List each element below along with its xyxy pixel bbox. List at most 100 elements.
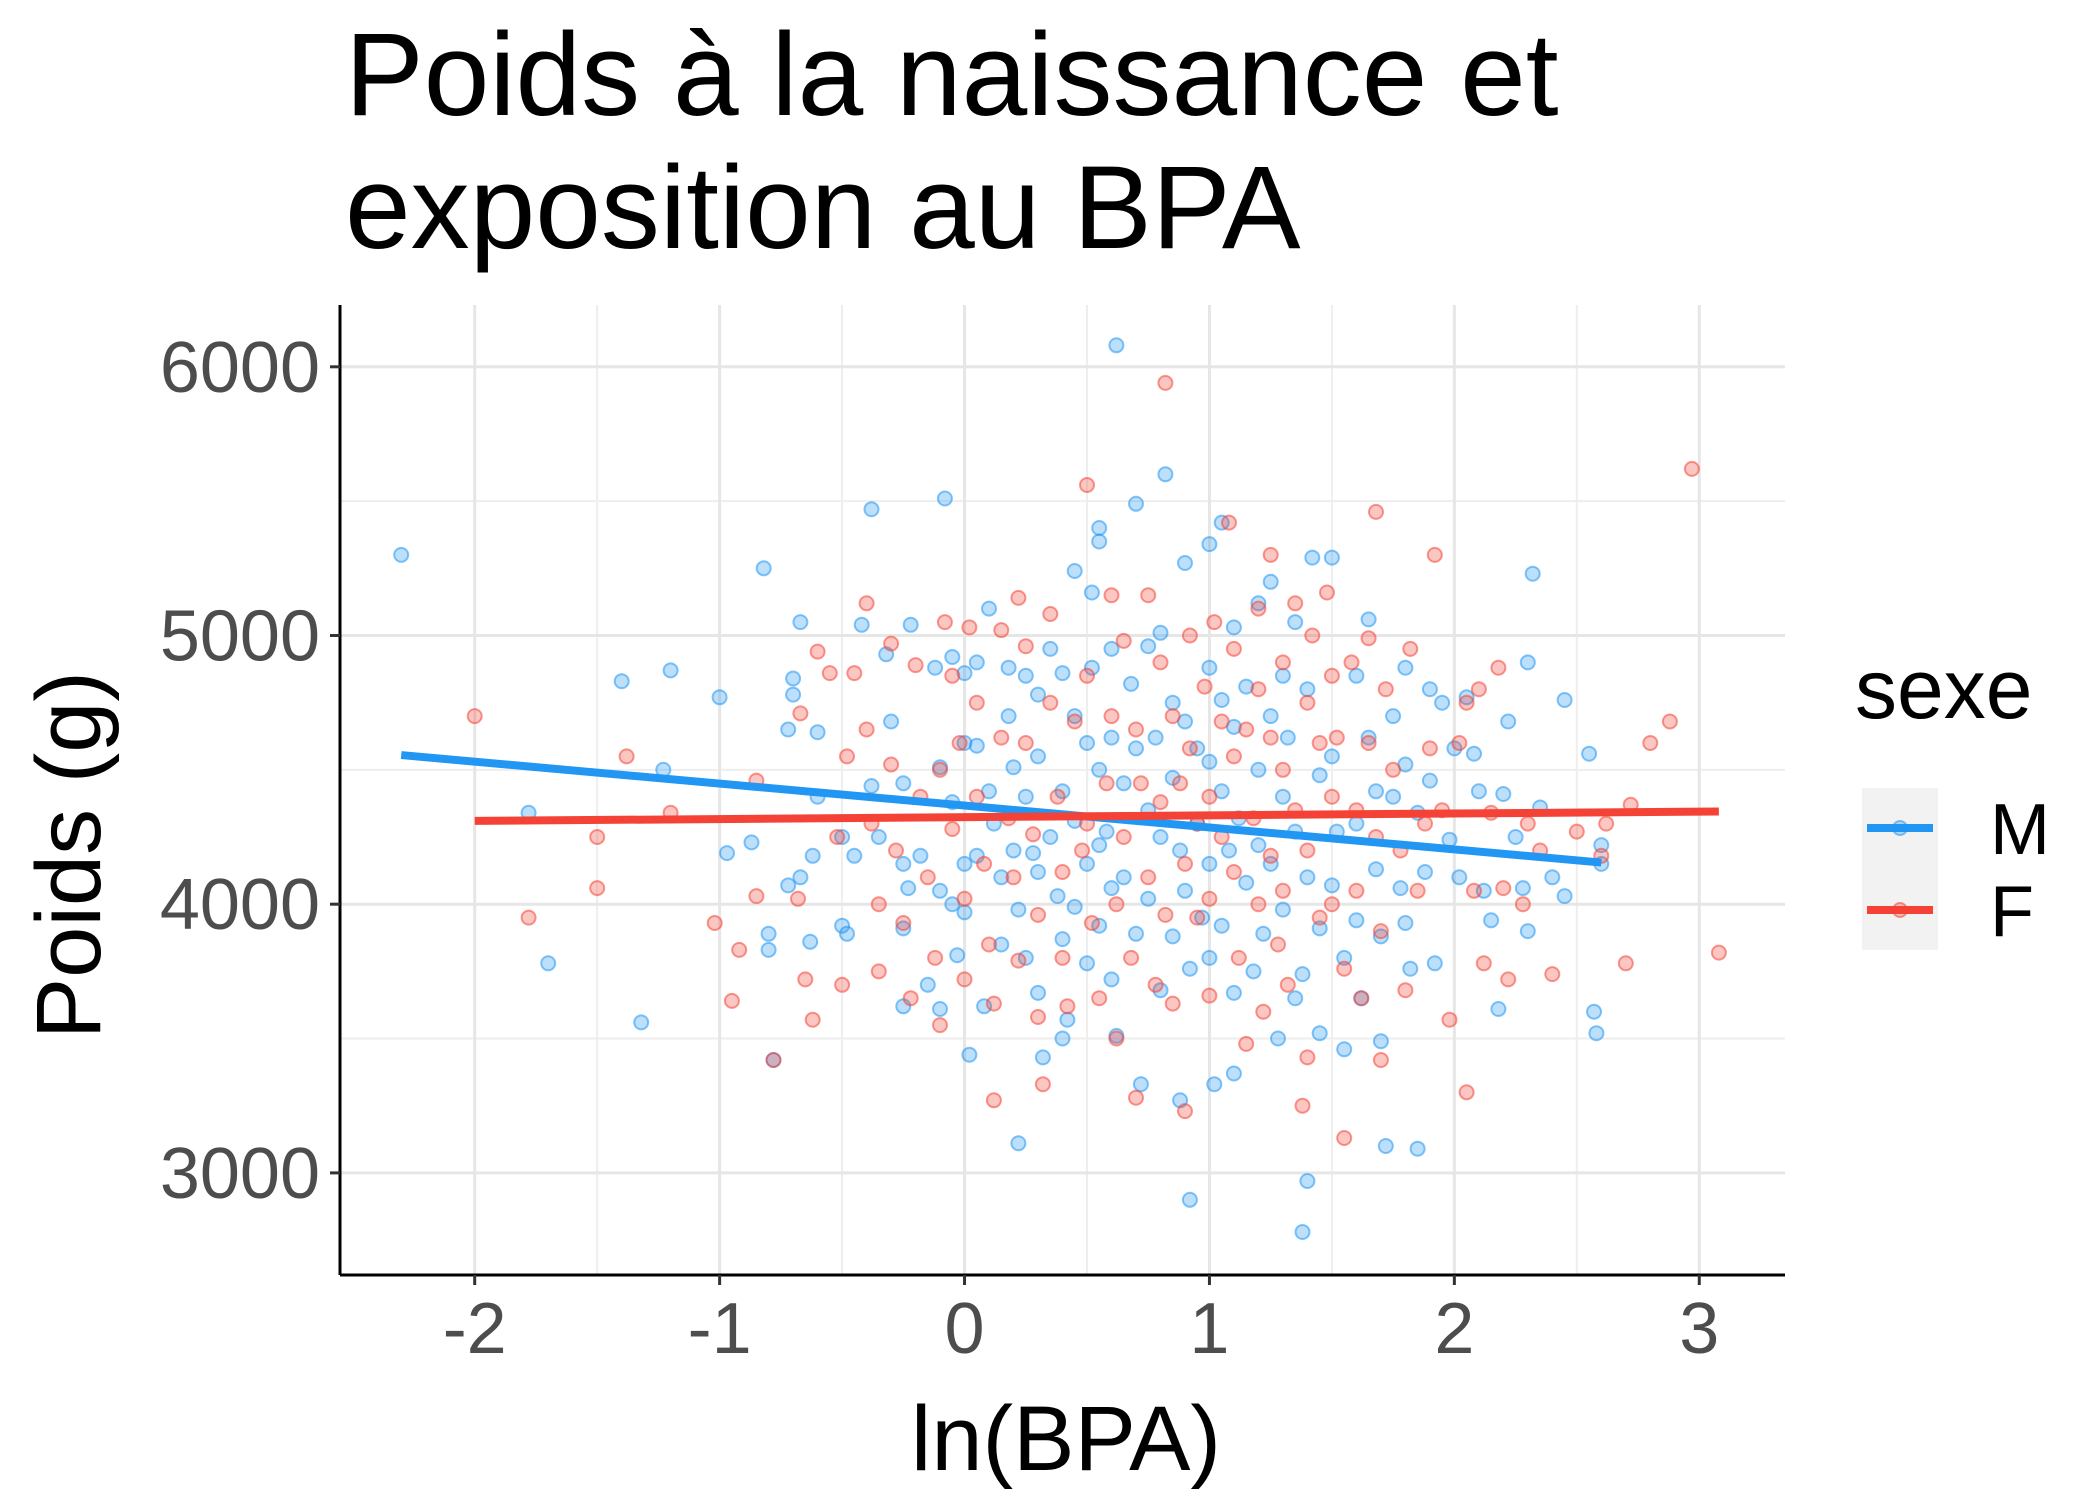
data-point-m	[1103, 729, 1120, 746]
data-point-f	[936, 614, 953, 631]
data-point-f	[1098, 775, 1115, 792]
data-point-m	[1201, 855, 1218, 872]
data-point-f	[1360, 630, 1377, 647]
data-point-f	[985, 1092, 1002, 1109]
x-tick-label: 3	[1679, 1289, 1719, 1369]
data-point-f	[1353, 990, 1370, 1007]
data-point-f	[1079, 667, 1095, 684]
data-point-f	[1164, 995, 1181, 1012]
data-point-m	[1385, 708, 1402, 725]
data-point-f	[1140, 587, 1157, 604]
data-point-m	[863, 501, 880, 518]
data-point-f	[1115, 829, 1132, 845]
data-point-m	[1336, 1041, 1353, 1058]
data-point-m	[846, 847, 863, 864]
data-point-f	[1238, 1035, 1255, 1052]
data-point-m	[1323, 549, 1340, 566]
data-point-m	[1030, 984, 1046, 1001]
data-point-m	[1360, 611, 1377, 628]
data-point-m	[393, 546, 410, 563]
data-point-f	[944, 667, 961, 684]
data-point-f	[829, 829, 846, 845]
data-point-f	[1311, 909, 1328, 926]
data-point-m	[1225, 619, 1242, 636]
data-point-m	[981, 600, 997, 617]
data-point-m	[743, 834, 760, 851]
data-point-m	[1588, 1025, 1605, 1042]
data-point-f	[520, 909, 537, 926]
data-point-f	[1348, 882, 1365, 899]
data-point-f	[846, 665, 863, 682]
data-point-m	[1083, 659, 1100, 676]
data-point-f	[870, 963, 887, 980]
data-point-f	[1010, 952, 1027, 969]
data-point-m	[1091, 837, 1108, 854]
data-point-m	[1581, 745, 1598, 762]
data-point-f	[1385, 761, 1402, 778]
data-point-f	[792, 705, 809, 722]
data-point-m	[1593, 837, 1610, 854]
data-point-f	[790, 890, 806, 907]
data-point-f	[1299, 694, 1316, 711]
data-point-m	[902, 616, 919, 633]
data-point-f	[968, 694, 985, 711]
data-point-f	[1372, 1052, 1389, 1068]
data-point-f	[1299, 842, 1316, 859]
data-point-f	[1336, 1130, 1353, 1146]
data-point-f	[1017, 735, 1034, 751]
data-point-m	[1164, 694, 1181, 711]
data-point-m	[1091, 761, 1108, 778]
data-point-f	[1147, 976, 1164, 993]
data-point-m	[1470, 783, 1487, 800]
data-point-m	[1299, 1173, 1316, 1189]
data-point-f	[883, 635, 900, 652]
data-point-m	[956, 904, 973, 921]
data-point-m	[1066, 563, 1083, 579]
data-point-m	[1274, 788, 1291, 805]
data-point-f	[1409, 882, 1426, 899]
data-point-m	[993, 936, 1010, 953]
data-point-m	[1238, 874, 1255, 891]
data-point-f	[1421, 740, 1438, 757]
data-point-f	[1010, 589, 1027, 606]
data-point-f	[1311, 735, 1328, 751]
data-point-m	[853, 616, 870, 633]
data-point-f	[1221, 514, 1237, 531]
data-point-m	[1042, 640, 1059, 657]
data-point-m	[1348, 667, 1365, 684]
data-point-f	[1323, 896, 1340, 913]
data-point-m	[1421, 772, 1438, 789]
data-point-m	[1108, 337, 1125, 354]
data-point-m	[1311, 1025, 1328, 1042]
data-point-m	[804, 847, 821, 864]
data-point-m	[1079, 855, 1095, 872]
y-tick-label: 5000	[160, 596, 320, 676]
data-point-f	[1049, 788, 1066, 805]
data-point-f	[1132, 775, 1149, 792]
data-point-f	[1255, 1003, 1272, 1020]
data-point-m	[1372, 928, 1389, 945]
data-point-f	[1034, 1076, 1051, 1093]
data-point-f	[1495, 880, 1512, 897]
data-point-f	[1108, 1030, 1125, 1047]
data-point-f	[1270, 936, 1286, 953]
data-point-f	[1157, 374, 1174, 391]
data-point-f	[1181, 627, 1198, 644]
data-point-m	[1323, 748, 1340, 765]
data-point-m	[1323, 877, 1340, 894]
data-point-f	[888, 842, 904, 859]
data-point-m	[1377, 1138, 1394, 1154]
data-point-m	[1299, 681, 1316, 698]
data-point-f	[1017, 638, 1034, 655]
data-point-f	[1201, 890, 1218, 907]
data-point-f	[1201, 987, 1218, 1004]
data-point-m	[936, 490, 953, 507]
data-point-m	[870, 829, 887, 845]
data-point-m	[1079, 955, 1095, 972]
data-point-f	[1304, 627, 1321, 644]
data-point-m	[1181, 1191, 1198, 1208]
chart-title-line-2: exposition au BPA	[345, 142, 1301, 274]
data-point-m	[1152, 829, 1169, 845]
plot-grid	[340, 305, 1785, 1275]
